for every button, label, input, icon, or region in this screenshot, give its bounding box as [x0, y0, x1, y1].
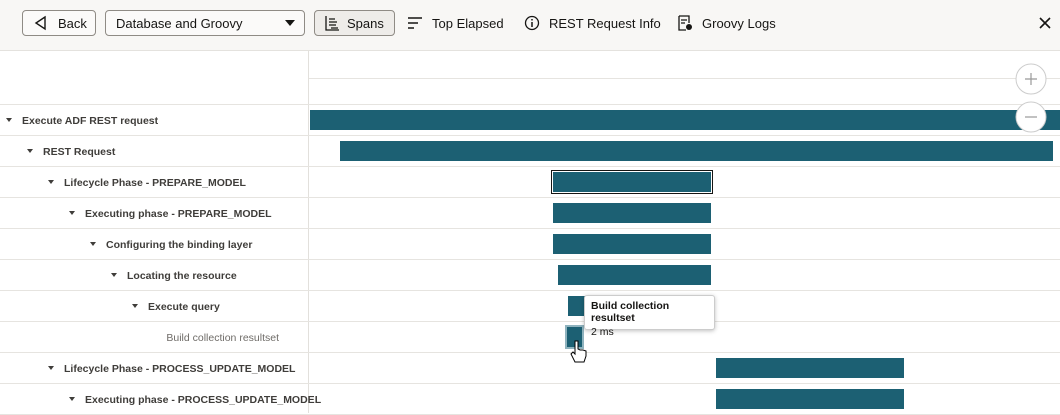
expand-arrow[interactable]	[6, 118, 12, 122]
span-row[interactable]: Configuring the binding layer	[0, 229, 1060, 260]
row-label: Configuring the binding layer	[106, 238, 253, 251]
tooltip: Build collection resultset 2 ms	[584, 295, 715, 338]
span-row[interactable]: Lifecycle Phase - PROCESS_UPDATE_MODEL	[0, 353, 1060, 384]
span-row[interactable]: Execute query	[0, 291, 1060, 322]
timeline-header-line	[309, 78, 1060, 79]
header-bottom	[0, 104, 1060, 105]
expand-arrow[interactable]	[69, 397, 75, 401]
expand-arrow[interactable]	[27, 149, 33, 153]
zoom-out[interactable]	[1015, 101, 1047, 133]
toolbar: Back Database and Groovy Spans Top Elaps…	[0, 0, 1060, 51]
logs-label: Groovy Logs	[702, 15, 776, 31]
zoom-controls	[1015, 63, 1047, 133]
span-row[interactable]: Execute ADF REST request	[0, 105, 1060, 136]
top-elapsed-icon	[408, 17, 422, 29]
back-icon	[34, 15, 46, 31]
expand-arrow[interactable]	[111, 273, 117, 277]
span-bar	[551, 170, 713, 194]
rest-info-label: REST Request Info	[549, 15, 661, 31]
row-label: Build collection resultset	[166, 331, 279, 344]
spans-button[interactable]: Spans	[314, 10, 395, 36]
span-row[interactable]: Lifecycle Phase - PREPARE_MODEL	[0, 167, 1060, 198]
row-label: Executing phase - PREPARE_MODEL	[85, 207, 272, 220]
span-row[interactable]: Build collection resultset	[0, 322, 1060, 353]
row-label: Executing phase - PROCESS_UPDATE_MODEL	[85, 393, 322, 406]
tooltip-detail: 2 ms	[591, 326, 614, 338]
expand-arrow[interactable]	[69, 211, 75, 215]
span-bar	[568, 296, 585, 316]
span-row[interactable]: Executing phase - PREPARE_MODEL	[0, 198, 1060, 229]
zoom-in[interactable]	[1015, 63, 1047, 95]
span-bar	[553, 234, 711, 254]
row-label: Execute ADF REST request	[22, 114, 159, 127]
span-row[interactable]: REST Request	[0, 136, 1060, 167]
expand-arrow[interactable]	[132, 304, 138, 308]
top-elapsed-label: Top Elapsed	[432, 15, 504, 31]
logs-icon	[678, 15, 692, 31]
tooltip-title: Build collection resultset	[591, 300, 670, 324]
back-button[interactable]: Back	[22, 10, 96, 36]
row-label: Lifecycle Phase - PROCESS_UPDATE_MODEL	[64, 362, 296, 375]
view-select[interactable]: Database and Groovy	[105, 10, 305, 36]
span-bar	[553, 203, 711, 223]
groovy-logs-button[interactable]: Groovy Logs	[677, 10, 776, 36]
divider	[308, 51, 309, 413]
row-label: Locating the resource	[127, 269, 237, 282]
select-label: Database and Groovy	[116, 15, 243, 31]
span-row[interactable]: Locating the resource	[0, 260, 1060, 291]
back-label: Back	[58, 15, 87, 31]
span-bar	[340, 141, 1053, 161]
close-button[interactable]	[1039, 17, 1051, 29]
spans-icon	[325, 16, 339, 31]
rest-info-button[interactable]: REST Request Info	[524, 10, 661, 36]
top-elapsed-button[interactable]: Top Elapsed	[407, 10, 504, 36]
span-bar	[558, 265, 711, 285]
span-bar	[716, 358, 904, 378]
span-bar	[716, 389, 904, 409]
expand-arrow[interactable]	[48, 180, 54, 184]
info-icon	[524, 15, 540, 31]
row-label: Lifecycle Phase - PREPARE_MODEL	[64, 176, 246, 189]
row-label: REST Request	[43, 145, 116, 158]
span-row[interactable]: Executing phase - PROCESS_UPDATE_MODEL	[0, 384, 1060, 415]
span-bar	[310, 110, 1060, 130]
select-arrow	[285, 20, 295, 26]
expand-arrow[interactable]	[48, 366, 54, 370]
row-label: Execute query	[148, 300, 220, 313]
expand-arrow[interactable]	[90, 242, 96, 246]
cursor	[570, 340, 587, 363]
spans-label: Spans	[347, 15, 384, 31]
